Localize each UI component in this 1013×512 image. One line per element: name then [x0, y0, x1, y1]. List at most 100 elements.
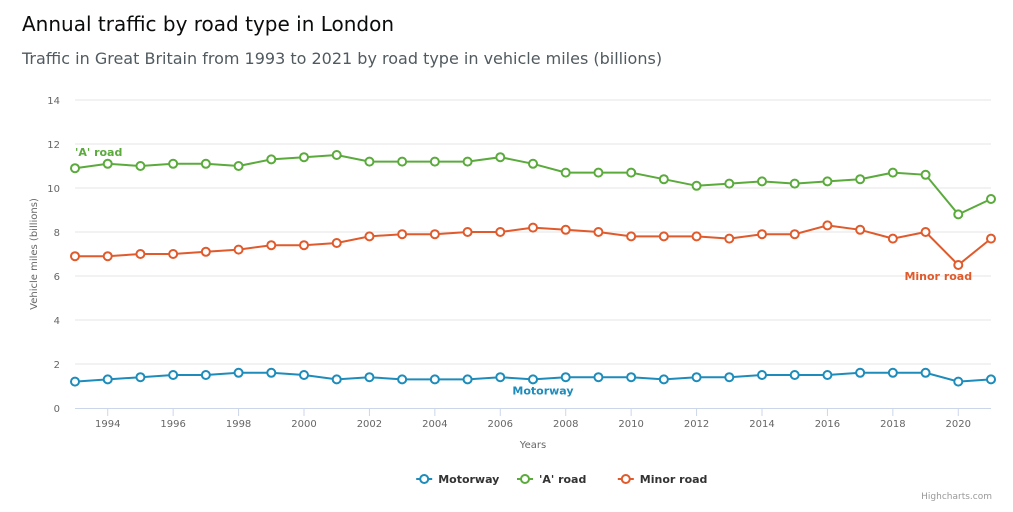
data-point[interactable]	[593, 372, 604, 383]
data-point[interactable]	[691, 372, 702, 383]
data-point[interactable]	[822, 220, 833, 231]
data-point[interactable]	[822, 176, 833, 187]
data-point[interactable]	[593, 167, 604, 178]
data-point[interactable]	[70, 163, 80, 174]
data-point[interactable]	[266, 240, 277, 251]
data-point[interactable]	[887, 233, 898, 244]
data-point[interactable]	[135, 372, 146, 383]
series-motorway[interactable]	[70, 367, 996, 387]
data-point[interactable]	[920, 227, 931, 237]
data-point[interactable]	[168, 370, 179, 380]
legend-item[interactable]: Minor road	[617, 473, 708, 486]
data-point[interactable]	[953, 260, 964, 270]
data-point[interactable]	[495, 227, 506, 237]
data-point[interactable]	[200, 158, 211, 169]
data-point[interactable]	[920, 367, 931, 378]
chart-credit[interactable]: Highcharts.com	[921, 492, 992, 502]
data-point[interactable]	[200, 246, 211, 257]
data-point[interactable]	[887, 367, 898, 378]
data-point[interactable]	[135, 161, 146, 171]
data-point[interactable]	[986, 194, 996, 204]
data-point[interactable]	[364, 156, 375, 167]
data-point[interactable]	[789, 229, 800, 240]
data-point[interactable]	[299, 152, 309, 163]
legend-item[interactable]: Motorway	[416, 473, 499, 486]
data-point[interactable]	[200, 370, 211, 380]
data-point[interactable]	[102, 251, 113, 262]
x-tick-label: 2014	[749, 419, 774, 430]
data-point[interactable]	[986, 374, 996, 385]
y-tick-label: 12	[47, 140, 60, 151]
data-point[interactable]	[331, 150, 342, 160]
data-point[interactable]	[757, 229, 767, 240]
series-labels: Motorway 'A' road Minor road	[75, 146, 972, 397]
data-point[interactable]	[364, 372, 375, 383]
data-point[interactable]	[429, 156, 440, 167]
data-point[interactable]	[70, 251, 80, 262]
data-point[interactable]	[495, 372, 506, 383]
data-point[interactable]	[789, 370, 800, 380]
data-point[interactable]	[102, 158, 113, 169]
data-point[interactable]	[691, 231, 702, 242]
data-point[interactable]	[397, 229, 408, 240]
data-point[interactable]	[560, 372, 571, 383]
data-point[interactable]	[855, 224, 866, 235]
data-point[interactable]	[233, 244, 244, 255]
data-point[interactable]	[560, 167, 571, 178]
data-point[interactable]	[626, 372, 637, 383]
data-point[interactable]	[724, 233, 735, 244]
data-point[interactable]	[658, 174, 669, 185]
data-point[interactable]	[266, 154, 277, 165]
data-point[interactable]	[560, 224, 571, 235]
data-point[interactable]	[626, 231, 637, 242]
data-point[interactable]	[953, 376, 964, 387]
data-point[interactable]	[822, 370, 833, 380]
data-point[interactable]	[658, 374, 669, 385]
data-point[interactable]	[364, 231, 375, 242]
data-point[interactable]	[528, 158, 538, 169]
data-point[interactable]	[266, 367, 277, 378]
legend-item[interactable]: 'A' road	[517, 473, 586, 486]
data-point[interactable]	[102, 374, 113, 385]
data-point[interactable]	[429, 229, 440, 240]
data-point[interactable]	[397, 156, 408, 167]
y-tick-label: 8	[54, 228, 60, 239]
data-point[interactable]	[70, 376, 80, 387]
data-point[interactable]	[168, 158, 179, 169]
data-point[interactable]	[658, 231, 669, 242]
data-point[interactable]	[528, 374, 538, 385]
data-point[interactable]	[233, 367, 244, 378]
data-point[interactable]	[528, 222, 538, 233]
data-point[interactable]	[331, 238, 342, 248]
data-point[interactable]	[593, 227, 604, 237]
data-point[interactable]	[495, 152, 506, 163]
data-point[interactable]	[429, 374, 440, 385]
legend-marker	[419, 474, 430, 484]
series-minor-road[interactable]	[70, 220, 996, 270]
data-point[interactable]	[887, 167, 898, 178]
data-point[interactable]	[855, 174, 866, 185]
data-point[interactable]	[691, 180, 702, 191]
data-point[interactable]	[789, 178, 800, 189]
data-point[interactable]	[135, 249, 146, 259]
data-point[interactable]	[626, 167, 637, 178]
data-point[interactable]	[724, 178, 735, 189]
data-point[interactable]	[757, 370, 767, 380]
data-point[interactable]	[462, 227, 473, 237]
data-point[interactable]	[168, 249, 179, 259]
data-point[interactable]	[233, 161, 244, 171]
data-point[interactable]	[920, 169, 931, 180]
series	[70, 150, 996, 387]
series--a-road[interactable]	[70, 150, 996, 220]
data-point[interactable]	[397, 374, 408, 385]
data-point[interactable]	[724, 372, 735, 383]
data-point[interactable]	[299, 240, 309, 251]
data-point[interactable]	[299, 370, 309, 380]
data-point[interactable]	[855, 367, 866, 378]
data-point[interactable]	[986, 233, 996, 244]
data-point[interactable]	[331, 374, 342, 385]
data-point[interactable]	[757, 176, 767, 187]
data-point[interactable]	[462, 156, 473, 167]
data-point[interactable]	[953, 209, 964, 220]
data-point[interactable]	[462, 374, 473, 385]
